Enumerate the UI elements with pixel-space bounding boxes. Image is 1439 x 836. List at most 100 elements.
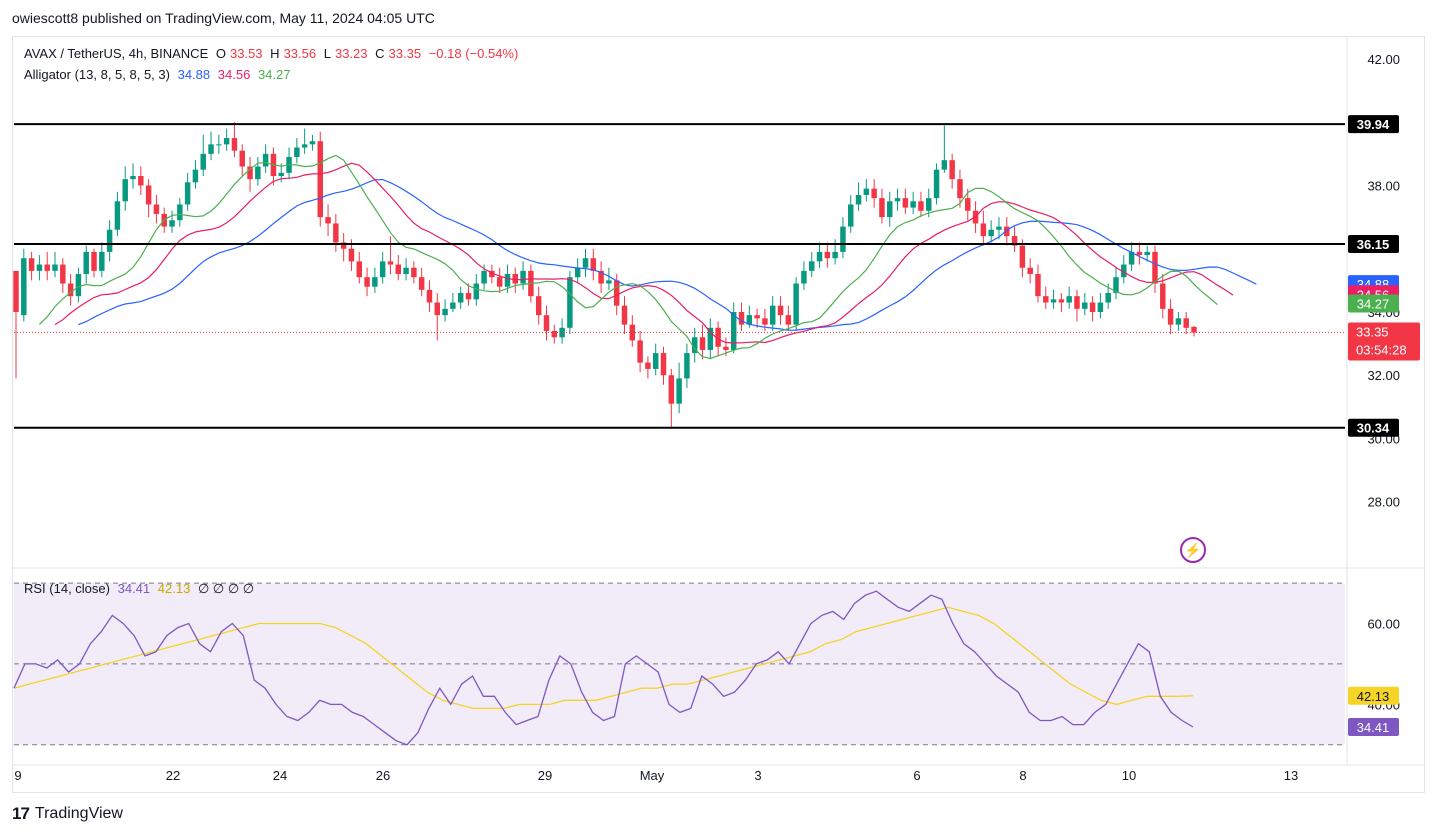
countdown-text: 03:54:28	[1356, 343, 1407, 358]
rsi-line	[13, 590, 1194, 746]
candle-body	[99, 251, 105, 271]
lips-axis-label-bg	[1348, 294, 1399, 313]
candle-body	[793, 283, 799, 325]
tv-logo-icon: 17	[12, 804, 30, 823]
rsi-axis-label-bg	[1348, 717, 1399, 736]
candle-body	[1082, 302, 1088, 309]
candle-body	[840, 226, 846, 252]
candle-body	[926, 198, 932, 211]
candle-body	[325, 217, 331, 224]
price-axis-tick: 28.00	[1367, 495, 1400, 510]
candle-body	[36, 264, 43, 271]
candle-body	[1097, 302, 1104, 312]
lips-value: 34.27	[257, 67, 291, 82]
grid-lines	[12, 36, 1425, 766]
high-value: 33.56	[283, 46, 317, 61]
candle-body	[1089, 302, 1096, 312]
candle-body	[887, 201, 893, 218]
candle-body	[364, 277, 370, 287]
candle-body	[707, 327, 714, 350]
candle-body	[262, 153, 269, 167]
candle-body	[255, 166, 261, 180]
candle-body	[1105, 293, 1111, 303]
candle-body	[949, 160, 955, 180]
candle-body	[590, 258, 597, 271]
footer-brand[interactable]: 17 TradingView	[12, 804, 123, 824]
rsi-legend: RSI (14, close) 34.41 42.13 ∅ ∅ ∅ ∅	[24, 581, 258, 597]
candle-body	[746, 315, 753, 325]
candle-body	[1011, 236, 1018, 246]
candle-body	[403, 267, 409, 275]
jaw-value: 34.88	[177, 67, 211, 82]
level-label-text: 36.15	[1357, 237, 1390, 252]
level-price-label: 39.94	[1348, 115, 1399, 134]
candle-body	[730, 311, 737, 350]
candle-body	[465, 293, 472, 300]
rsi-ma-axis-label: 42.13	[1348, 686, 1399, 705]
candle-body	[278, 172, 284, 176]
candle-body	[855, 194, 862, 205]
candle-body	[379, 261, 386, 278]
candle-body	[777, 305, 784, 316]
candle-body	[715, 327, 721, 347]
chart-frame	[12, 36, 1425, 793]
rsi-axis-label-text: 34.41	[1357, 720, 1390, 735]
alligator-jaw-line	[78, 178, 1257, 331]
candle-body	[832, 251, 838, 259]
alligator-label[interactable]: Alligator (13, 8, 5, 8, 5, 3)	[24, 67, 170, 82]
candle-body	[153, 204, 160, 214]
candle-body	[239, 150, 245, 167]
candle-body	[184, 182, 191, 205]
candle-body	[294, 147, 300, 158]
candle-body	[652, 353, 659, 369]
candle-body	[1043, 296, 1049, 303]
candle-body	[395, 264, 401, 275]
candle-body	[200, 153, 206, 170]
candle-body	[738, 311, 745, 325]
time-axis-tick: 29	[538, 768, 552, 783]
candle-body	[957, 179, 963, 199]
candle-body	[871, 188, 877, 199]
candle-body	[130, 175, 136, 180]
candle-body	[247, 166, 253, 180]
candle-body	[637, 340, 643, 363]
candle-body	[863, 188, 870, 195]
price-axis-tick: 32.00	[1367, 368, 1400, 383]
candle-body	[606, 280, 612, 284]
candle-body	[1113, 277, 1119, 294]
candle-body	[559, 327, 565, 338]
rsi-ma-value: 42.13	[157, 581, 191, 596]
candle-body	[301, 144, 308, 148]
candle-body	[75, 274, 82, 297]
axes: 42.0038.0034.0032.0030.0028.0039.9436.15…	[14, 52, 1420, 783]
symbol-legend: AVAX / TetherUS, 4h, BINANCE O 33.53 H 33.…	[24, 46, 522, 61]
change-value: −0.18 (−0.54%)	[428, 46, 519, 61]
candle-body	[1160, 283, 1166, 309]
candle-body	[910, 201, 916, 208]
rsi-label[interactable]: RSI (14, close)	[24, 581, 110, 596]
candle-body	[387, 261, 394, 265]
candle-body	[762, 318, 768, 325]
rsi-ma-line	[13, 606, 1194, 710]
candle-body	[824, 251, 831, 259]
level-label-text: 30.34	[1357, 421, 1390, 436]
candle-body	[52, 264, 58, 271]
candle-body	[1183, 318, 1189, 328]
candle-body	[941, 160, 948, 170]
candle-body	[489, 270, 495, 278]
lips-axis-label: 34.27	[1348, 294, 1399, 313]
candle-body	[473, 283, 480, 300]
candle-body	[504, 274, 511, 287]
candle-body	[699, 337, 706, 350]
candle-body	[442, 308, 448, 316]
candle-body	[613, 280, 620, 306]
candle-body	[21, 258, 27, 316]
candle-body	[317, 141, 323, 218]
candle-body	[356, 261, 362, 278]
lightning-icon[interactable]: ⚡	[1180, 537, 1206, 563]
candle-body	[988, 229, 994, 237]
symbol-name[interactable]: AVAX / TetherUS, 4h, BINANCE	[24, 46, 209, 61]
candle-body	[1128, 251, 1135, 265]
level-label-bg	[1348, 115, 1399, 134]
